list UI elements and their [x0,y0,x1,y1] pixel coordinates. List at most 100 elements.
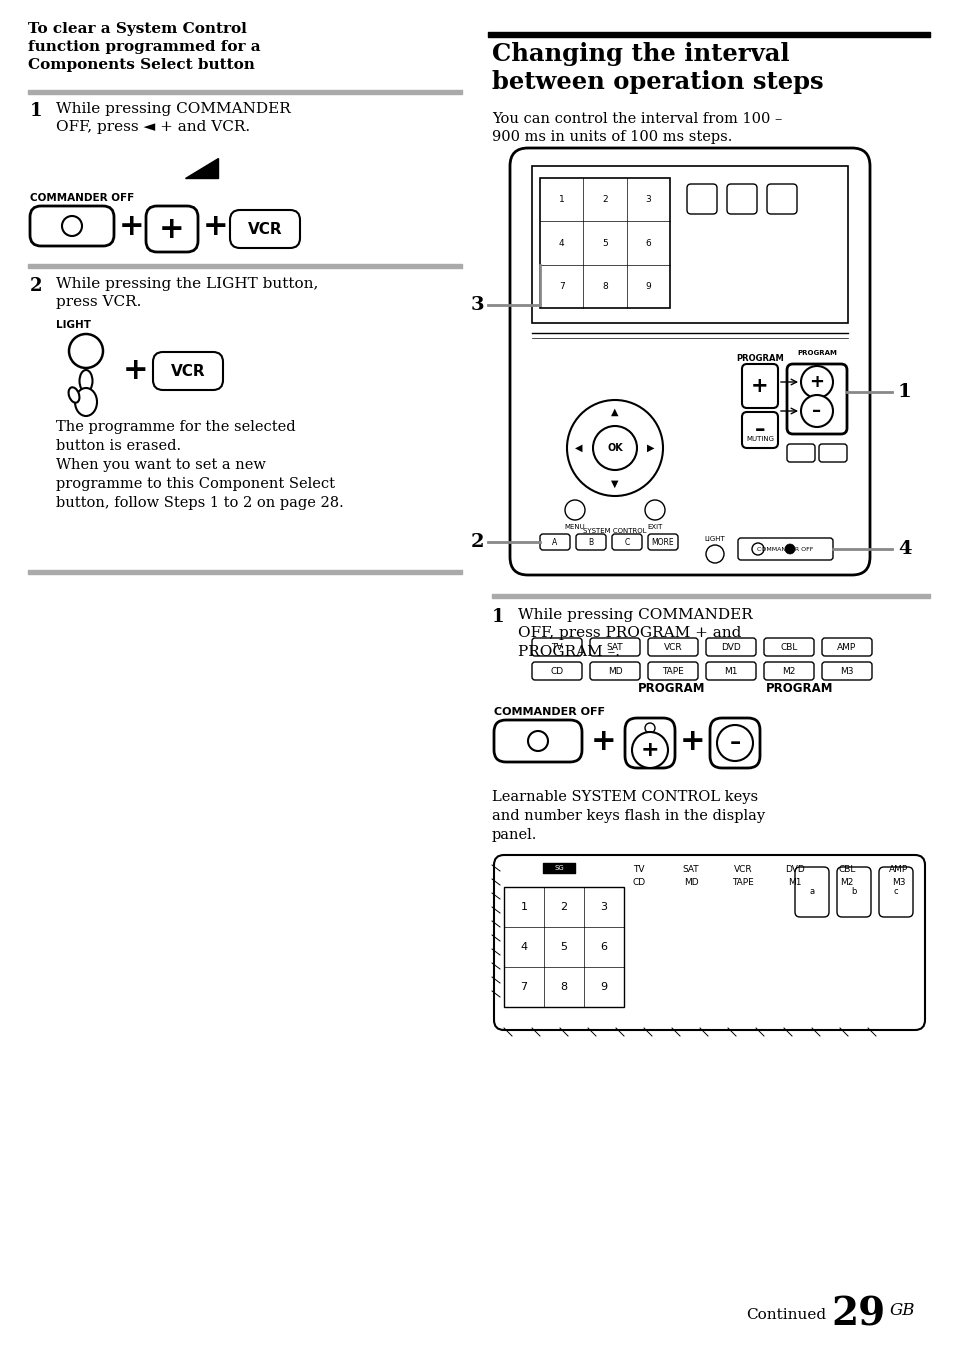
Text: 1: 1 [520,902,527,912]
FancyBboxPatch shape [146,206,198,252]
Text: +: + [750,376,768,396]
FancyBboxPatch shape [539,535,569,550]
FancyBboxPatch shape [726,185,757,214]
Text: ▲: ▲ [611,407,618,417]
Text: LIGHT: LIGHT [56,320,91,330]
Text: 3: 3 [470,296,483,313]
Text: M2: M2 [781,666,795,676]
Text: SAT: SAT [682,864,699,874]
Text: MENU: MENU [564,524,585,531]
Text: CD: CD [550,666,563,676]
Text: 1: 1 [30,102,43,119]
Text: MD: MD [683,878,698,887]
FancyBboxPatch shape [709,718,760,768]
Text: CBL: CBL [780,642,797,651]
Text: b: b [850,887,856,897]
Text: AMP: AMP [837,642,856,651]
Text: COMMANDER OFF: COMMANDER OFF [30,193,134,204]
FancyBboxPatch shape [741,364,778,408]
Circle shape [644,723,655,733]
Text: TV: TV [633,864,644,874]
FancyBboxPatch shape [821,638,871,655]
Text: SAT: SAT [606,642,622,651]
Text: C: C [623,537,629,547]
Text: PROGRAM: PROGRAM [736,354,783,364]
Circle shape [717,725,752,761]
Text: 1: 1 [492,608,504,626]
Text: DVD: DVD [720,642,740,651]
Text: Changing the interval
between operation steps: Changing the interval between operation … [492,42,822,94]
Text: +: + [119,212,145,240]
FancyBboxPatch shape [705,638,755,655]
Text: 5: 5 [601,239,607,247]
Text: +: + [591,726,617,756]
Circle shape [69,334,103,368]
Text: +: + [809,373,823,391]
Text: –: – [729,733,740,753]
Text: 1: 1 [897,383,911,402]
Circle shape [527,731,547,750]
Text: OK: OK [606,442,622,453]
Text: PROGRAM: PROGRAM [765,683,833,695]
FancyBboxPatch shape [763,662,813,680]
Circle shape [705,546,723,563]
FancyBboxPatch shape [821,662,871,680]
Text: ◀: ◀ [575,442,582,453]
Circle shape [644,499,664,520]
Text: To clear a System Control
function programmed for a
Components Select button: To clear a System Control function progr… [28,22,260,72]
FancyBboxPatch shape [532,662,581,680]
Circle shape [631,731,667,768]
Text: 4: 4 [558,239,564,247]
FancyBboxPatch shape [647,638,698,655]
Text: Continued: Continued [745,1308,825,1322]
Text: VCR: VCR [663,642,681,651]
Text: +: + [679,726,705,756]
Text: The programme for the selected
button is erased.
When you want to set a new
prog: The programme for the selected button is… [56,421,343,510]
Circle shape [62,216,82,236]
FancyBboxPatch shape [738,537,832,560]
Text: 3: 3 [599,902,607,912]
Polygon shape [185,157,218,178]
Text: PROGRAM: PROGRAM [638,683,705,695]
Text: 4: 4 [520,942,527,953]
Text: SYSTEM CONTROL: SYSTEM CONTROL [582,528,646,535]
Text: –: – [754,421,764,440]
FancyBboxPatch shape [647,662,698,680]
Bar [503,887,623,1007]
FancyBboxPatch shape [836,867,870,917]
Text: 7: 7 [558,282,564,290]
Text: While pressing the LIGHT button,
press VCR.: While pressing the LIGHT button, press V… [56,277,318,309]
Text: VCR: VCR [248,221,282,236]
Text: You can control the interval from 100 –
900 ms in units of 100 ms steps.: You can control the interval from 100 – … [492,113,781,144]
Text: While pressing COMMANDER
OFF, press PROGRAM + and
PROGRAM –.: While pressing COMMANDER OFF, press PROG… [517,608,752,658]
Text: MORE: MORE [651,537,674,547]
FancyBboxPatch shape [152,351,223,389]
Text: 9: 9 [645,282,651,290]
Text: ▼: ▼ [611,479,618,489]
FancyBboxPatch shape [794,867,828,917]
Text: 7: 7 [520,982,527,992]
FancyBboxPatch shape [494,855,924,1030]
Text: MD: MD [607,666,621,676]
Ellipse shape [69,387,79,403]
FancyBboxPatch shape [686,185,717,214]
Text: M2: M2 [840,878,853,887]
Text: TAPE: TAPE [661,666,683,676]
FancyBboxPatch shape [589,638,639,655]
Text: 6: 6 [599,942,607,953]
Text: GB: GB [889,1301,915,1319]
Text: AMP: AMP [888,864,907,874]
Text: 9: 9 [599,982,607,992]
Text: EXIT: EXIT [647,524,662,531]
Text: 29: 29 [831,1295,885,1333]
Text: 2: 2 [30,277,43,294]
Text: CD: CD [632,878,645,887]
Text: 3: 3 [645,195,651,204]
FancyBboxPatch shape [705,662,755,680]
Text: While pressing COMMANDER
OFF, press ◄ + and VCR.: While pressing COMMANDER OFF, press ◄ + … [56,102,291,134]
Text: M1: M1 [723,666,737,676]
Circle shape [564,499,584,520]
Text: Learnable SYSTEM CONTROL keys
and number keys flash in the display
panel.: Learnable SYSTEM CONTROL keys and number… [492,790,764,841]
Text: VCR: VCR [733,864,752,874]
Text: VCR: VCR [171,364,205,379]
